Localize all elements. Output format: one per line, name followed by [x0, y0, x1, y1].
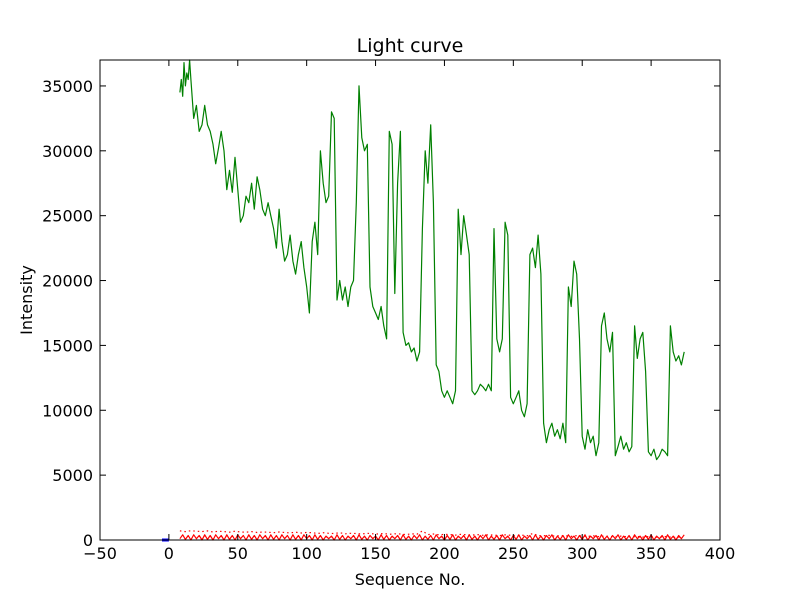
x-tick-label: 300 — [567, 544, 598, 563]
x-tick-label: 250 — [498, 544, 529, 563]
x-tick-label: 0 — [164, 544, 174, 563]
y-tick-label: 30000 — [42, 142, 93, 161]
y-tick-label: 25000 — [42, 207, 93, 226]
chart-title: Light curve — [357, 35, 464, 57]
series-line-1 — [179, 59, 685, 461]
tick-layer: −50 0 50 100 150 200 250 300 350 4000500010000150… — [42, 60, 735, 563]
series-line-3 — [179, 530, 682, 539]
x-tick-label: 350 — [636, 544, 667, 563]
x-tick-label: −50 — [83, 544, 117, 563]
x-tick-label: 100 — [291, 544, 322, 563]
plot-frame — [99, 59, 721, 541]
y-tick-label: 35000 — [42, 77, 93, 96]
y-tick-label: 0 — [83, 531, 93, 550]
x-tick-label: 400 — [705, 544, 736, 563]
series-line-2 — [179, 534, 685, 541]
x-tick-label: 200 — [429, 544, 460, 563]
x-tick-label: 150 — [360, 544, 391, 563]
x-tick-label: 50 — [228, 544, 248, 563]
y-tick-label: 15000 — [42, 336, 93, 355]
y-tick-label: 20000 — [42, 272, 93, 291]
y-tick-label: 5000 — [52, 466, 93, 485]
y-axis-label: Intensity — [17, 265, 36, 335]
y-tick-label: 10000 — [42, 401, 93, 420]
x-axis-label: Sequence No. — [355, 570, 466, 589]
